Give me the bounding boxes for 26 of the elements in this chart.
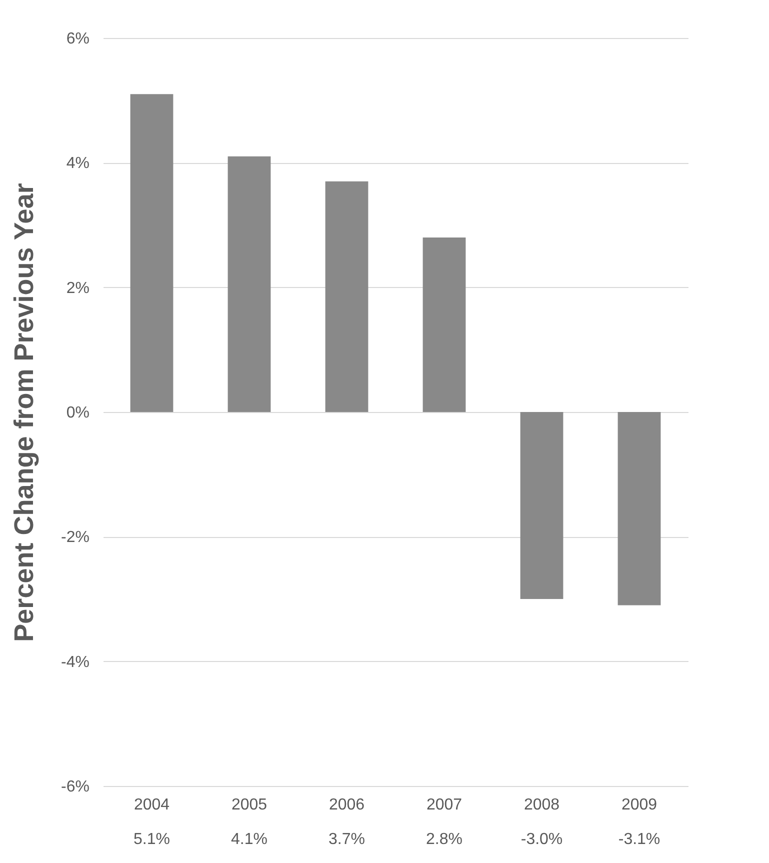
bar [325, 181, 368, 412]
bar [422, 237, 466, 412]
y-tick-label: -2% [61, 529, 90, 546]
x-tick-label: 2005 [231, 796, 268, 814]
y-tick-label: 2% [66, 280, 90, 297]
data-label: 2.8% [426, 831, 462, 848]
bar [228, 156, 271, 412]
x-tick-label: 2007 [426, 796, 462, 814]
data-label: 4.1% [231, 831, 268, 848]
y-tick-label: 4% [66, 155, 90, 172]
y-tick-label: -6% [61, 778, 90, 796]
x-tick-label: 2009 [621, 796, 658, 814]
bar [618, 412, 661, 606]
y-axis-title: Percent Change from Previous Year [9, 182, 40, 642]
y-tick-label: -4% [61, 654, 90, 671]
x-tick-label: 2006 [328, 796, 365, 814]
y-tick-label: 0% [66, 404, 90, 422]
bar [130, 94, 174, 412]
data-label: -3.0% [520, 831, 563, 848]
bar [520, 412, 564, 599]
data-label: -3.1% [618, 831, 660, 848]
x-tick-label: 2008 [524, 796, 560, 814]
y-tick-label: 6% [66, 30, 90, 48]
data-label: 5.1% [134, 831, 170, 848]
data-label: 3.7% [328, 831, 365, 848]
x-tick-label: 2004 [134, 796, 170, 814]
